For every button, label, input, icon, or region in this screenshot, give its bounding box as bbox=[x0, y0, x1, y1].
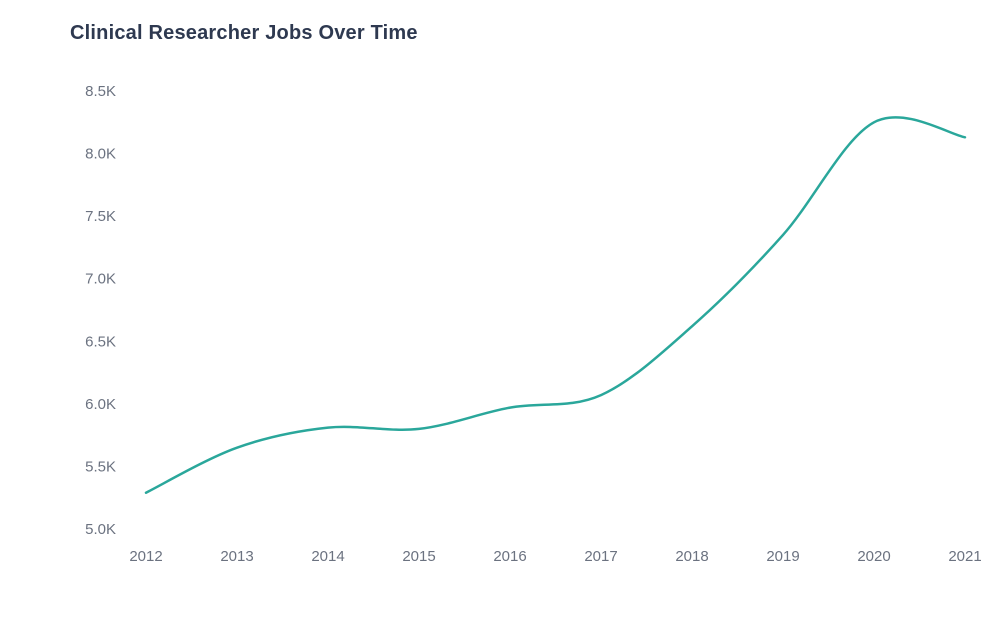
y-tick-label: 6.0K bbox=[85, 396, 116, 413]
jobs-trend-line bbox=[144, 116, 967, 494]
x-tick-label: 2014 bbox=[311, 548, 344, 565]
x-tick-label: 2019 bbox=[766, 548, 799, 565]
y-tick-label: 8.5K bbox=[85, 83, 116, 100]
x-tick-label: 2015 bbox=[402, 548, 435, 565]
y-tick-label: 8.0K bbox=[85, 146, 116, 163]
y-tick-label: 7.0K bbox=[85, 271, 116, 288]
x-tick-label: 2013 bbox=[220, 548, 253, 565]
y-tick-label: 5.5K bbox=[85, 458, 116, 475]
chart-title: Clinical Researcher Jobs Over Time bbox=[70, 22, 418, 44]
x-tick-label: 2018 bbox=[675, 548, 708, 565]
x-tick-label: 2016 bbox=[493, 548, 526, 565]
y-tick-label: 5.0K bbox=[85, 521, 116, 538]
x-tick-label: 2021 bbox=[948, 548, 981, 565]
y-tick-label: 6.5K bbox=[85, 333, 116, 350]
x-tick-label: 2020 bbox=[857, 548, 890, 565]
y-tick-label: 7.5K bbox=[85, 208, 116, 225]
x-tick-label: 2012 bbox=[129, 548, 162, 565]
x-tick-label: 2017 bbox=[584, 548, 617, 565]
